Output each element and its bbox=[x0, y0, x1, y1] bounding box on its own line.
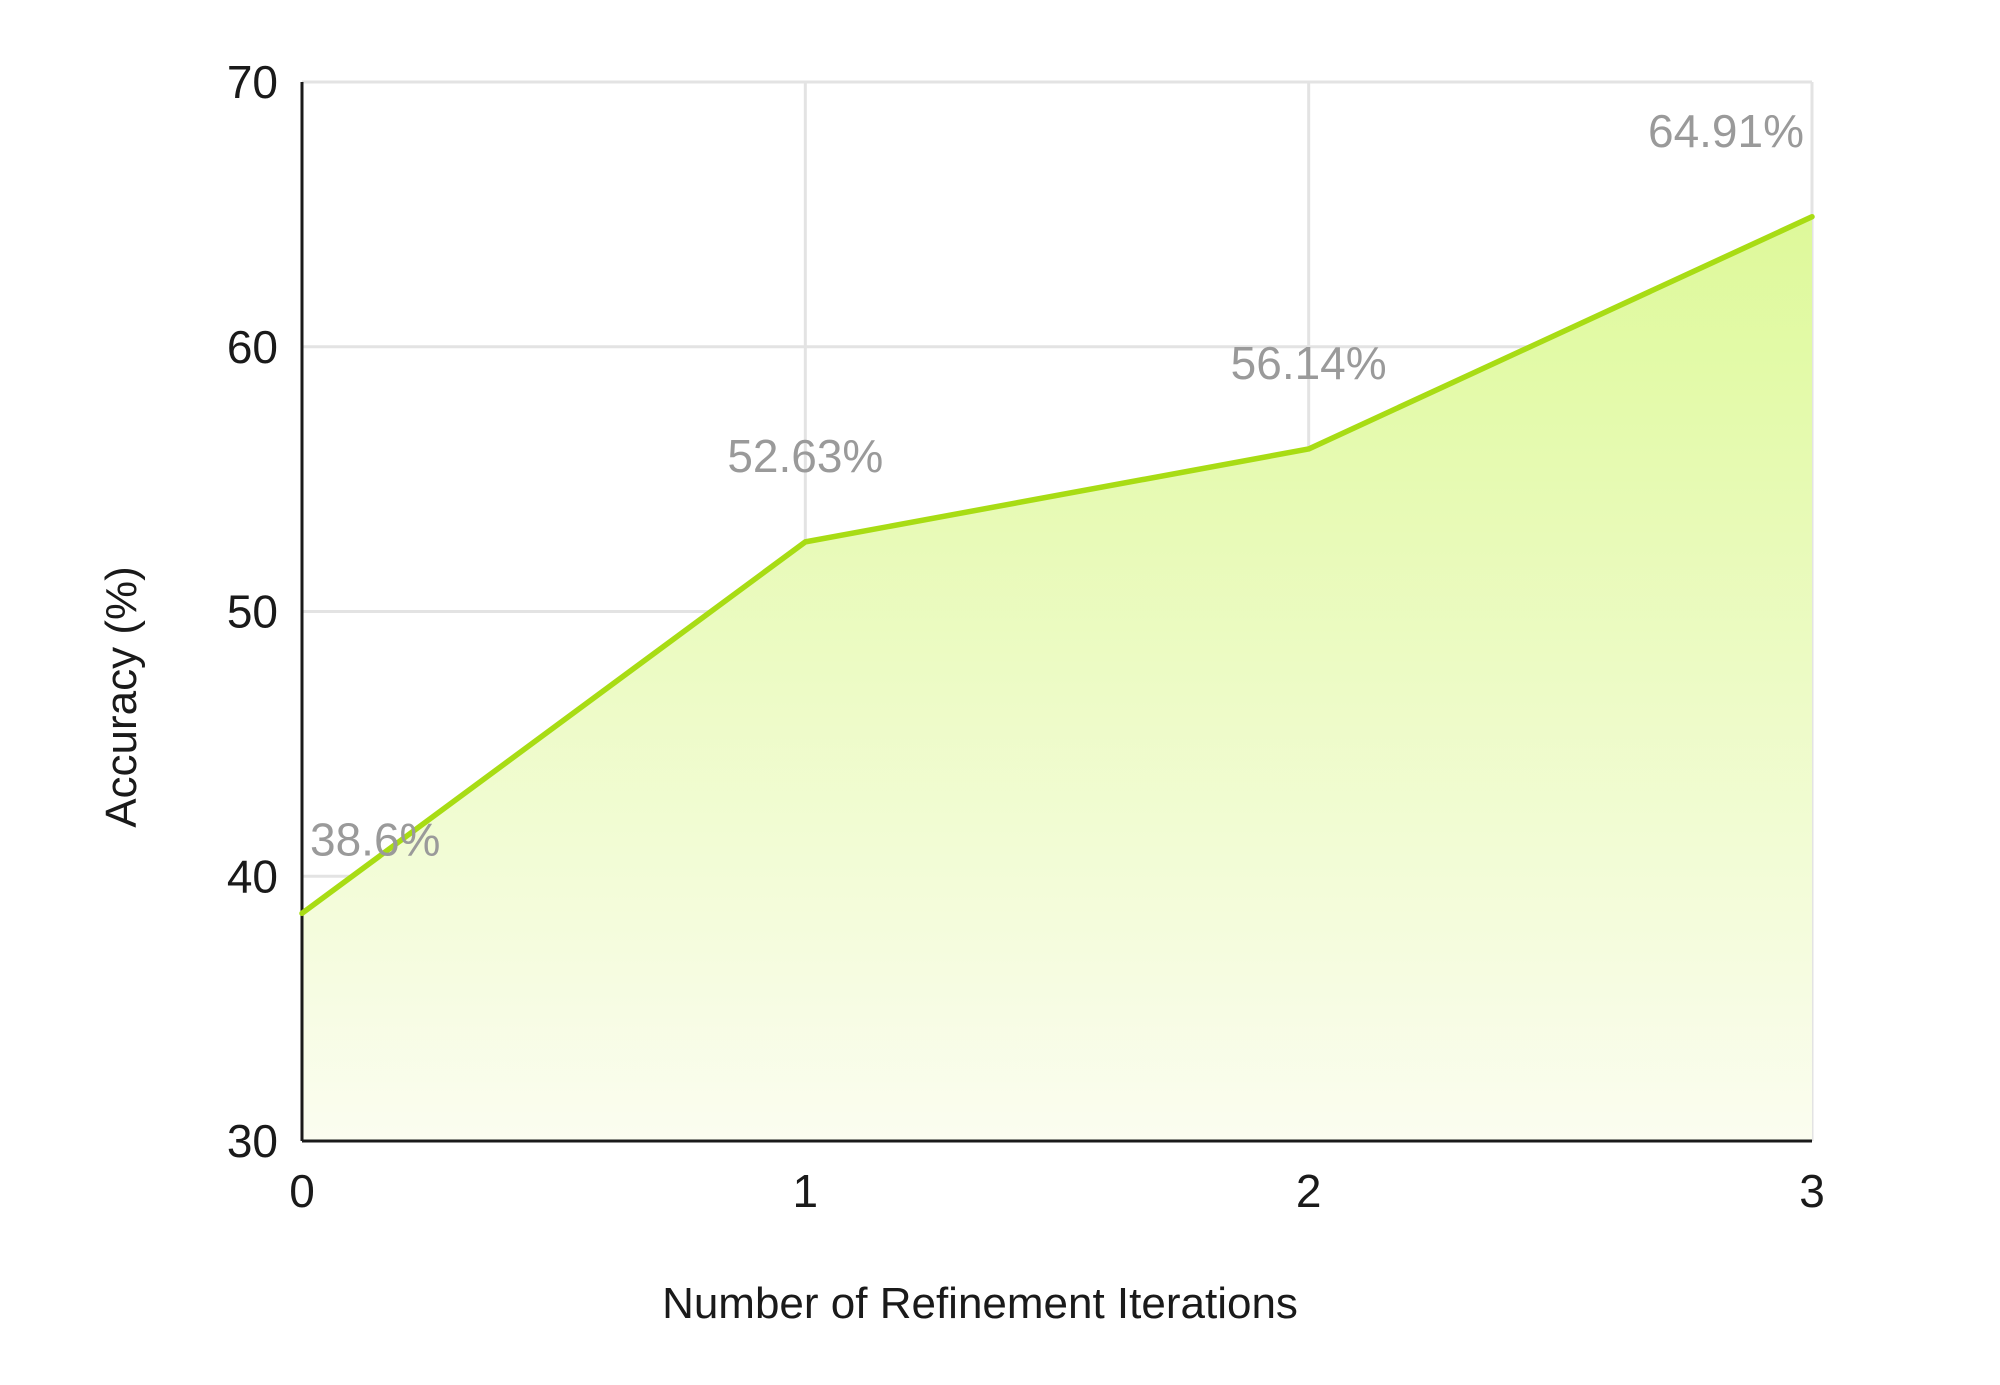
y-tick-label-0: 30 bbox=[227, 1115, 278, 1167]
y-axis-title: Accuracy (%) bbox=[97, 566, 146, 828]
series-0-line bbox=[299, 214, 1815, 917]
axes bbox=[300, 82, 1812, 1143]
y-tick-label-4: 70 bbox=[227, 56, 278, 108]
x-tick-label-2: 2 bbox=[1296, 1165, 1322, 1217]
area-fill-layer bbox=[302, 216, 1812, 1141]
x-tick-label-0: 0 bbox=[289, 1165, 315, 1217]
series-line-layer bbox=[299, 214, 1815, 917]
y-tick-label-1: 40 bbox=[227, 850, 278, 902]
tick-labels: 30 40 50 60 70 0 1 2 3 bbox=[227, 56, 1825, 1217]
x-axis-title: Number of Refinement Iterations bbox=[662, 1279, 1298, 1328]
x-tick-label-1: 1 bbox=[793, 1165, 819, 1217]
y-tick-label-3: 60 bbox=[227, 321, 278, 373]
x-tick-label-3: 3 bbox=[1799, 1165, 1825, 1217]
data-label-3: 64.91% bbox=[1648, 105, 1804, 157]
data-label-2: 56.14% bbox=[1231, 337, 1387, 389]
data-labels: 38.6% 52.63% 56.14% 64.91% bbox=[310, 105, 1804, 866]
data-label-0: 38.6% bbox=[310, 813, 440, 865]
data-label-1: 52.63% bbox=[727, 430, 883, 482]
y-tick-label-2: 50 bbox=[227, 586, 278, 638]
series-0-area bbox=[302, 216, 1812, 1141]
